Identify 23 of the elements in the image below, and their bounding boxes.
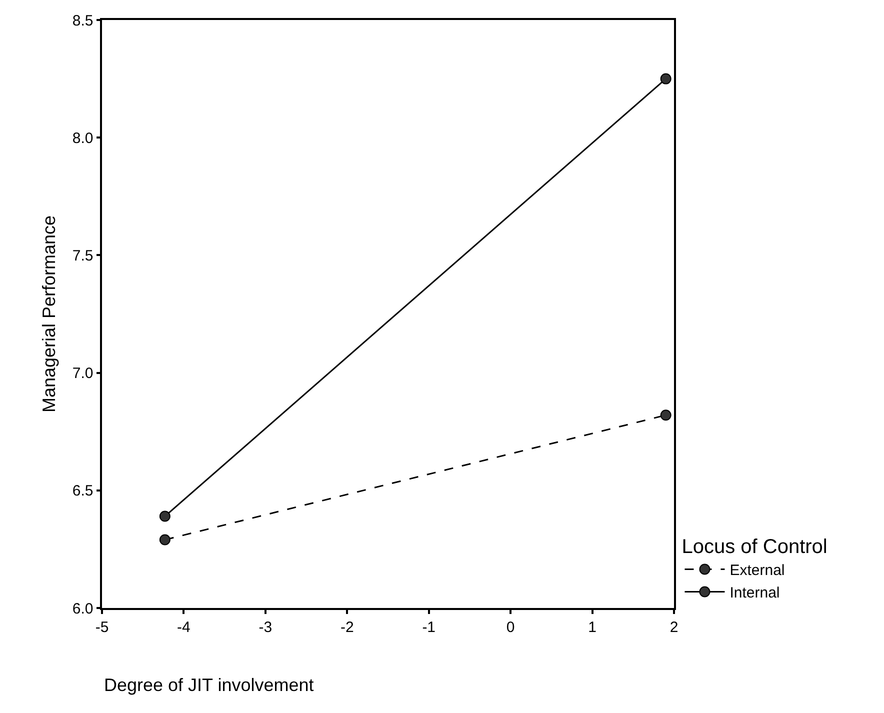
x-tick-label: 1 xyxy=(588,618,596,636)
y-tick-label: 6.5 xyxy=(72,482,94,500)
y-axis-title: Managerial Performance xyxy=(39,215,60,413)
y-tick-label: 7.5 xyxy=(72,247,94,264)
x-axis-title: Degree of JIT involvement xyxy=(104,675,314,695)
legend-title: Locus of Control xyxy=(682,536,828,558)
legend-label: Internal xyxy=(730,584,780,602)
point xyxy=(159,510,170,522)
y-tick-label: 8.5 xyxy=(72,12,94,30)
x-tick-label: 0 xyxy=(506,618,515,636)
point xyxy=(159,534,170,546)
point xyxy=(660,410,672,421)
x-tick-label: -1 xyxy=(422,618,436,636)
x-tick-label: -3 xyxy=(258,618,272,636)
legend-label: External xyxy=(730,562,785,580)
y-tick-label: 7.0 xyxy=(72,365,94,382)
y-tick-label: 8.0 xyxy=(72,130,94,147)
x-tick-label: -2 xyxy=(340,618,354,636)
x-tick-label: 2 xyxy=(670,618,678,636)
x-tick-label: -4 xyxy=(177,618,190,636)
x-tick-label: -5 xyxy=(95,618,109,636)
y-tick-label: 6.0 xyxy=(72,600,94,618)
point xyxy=(660,73,672,84)
